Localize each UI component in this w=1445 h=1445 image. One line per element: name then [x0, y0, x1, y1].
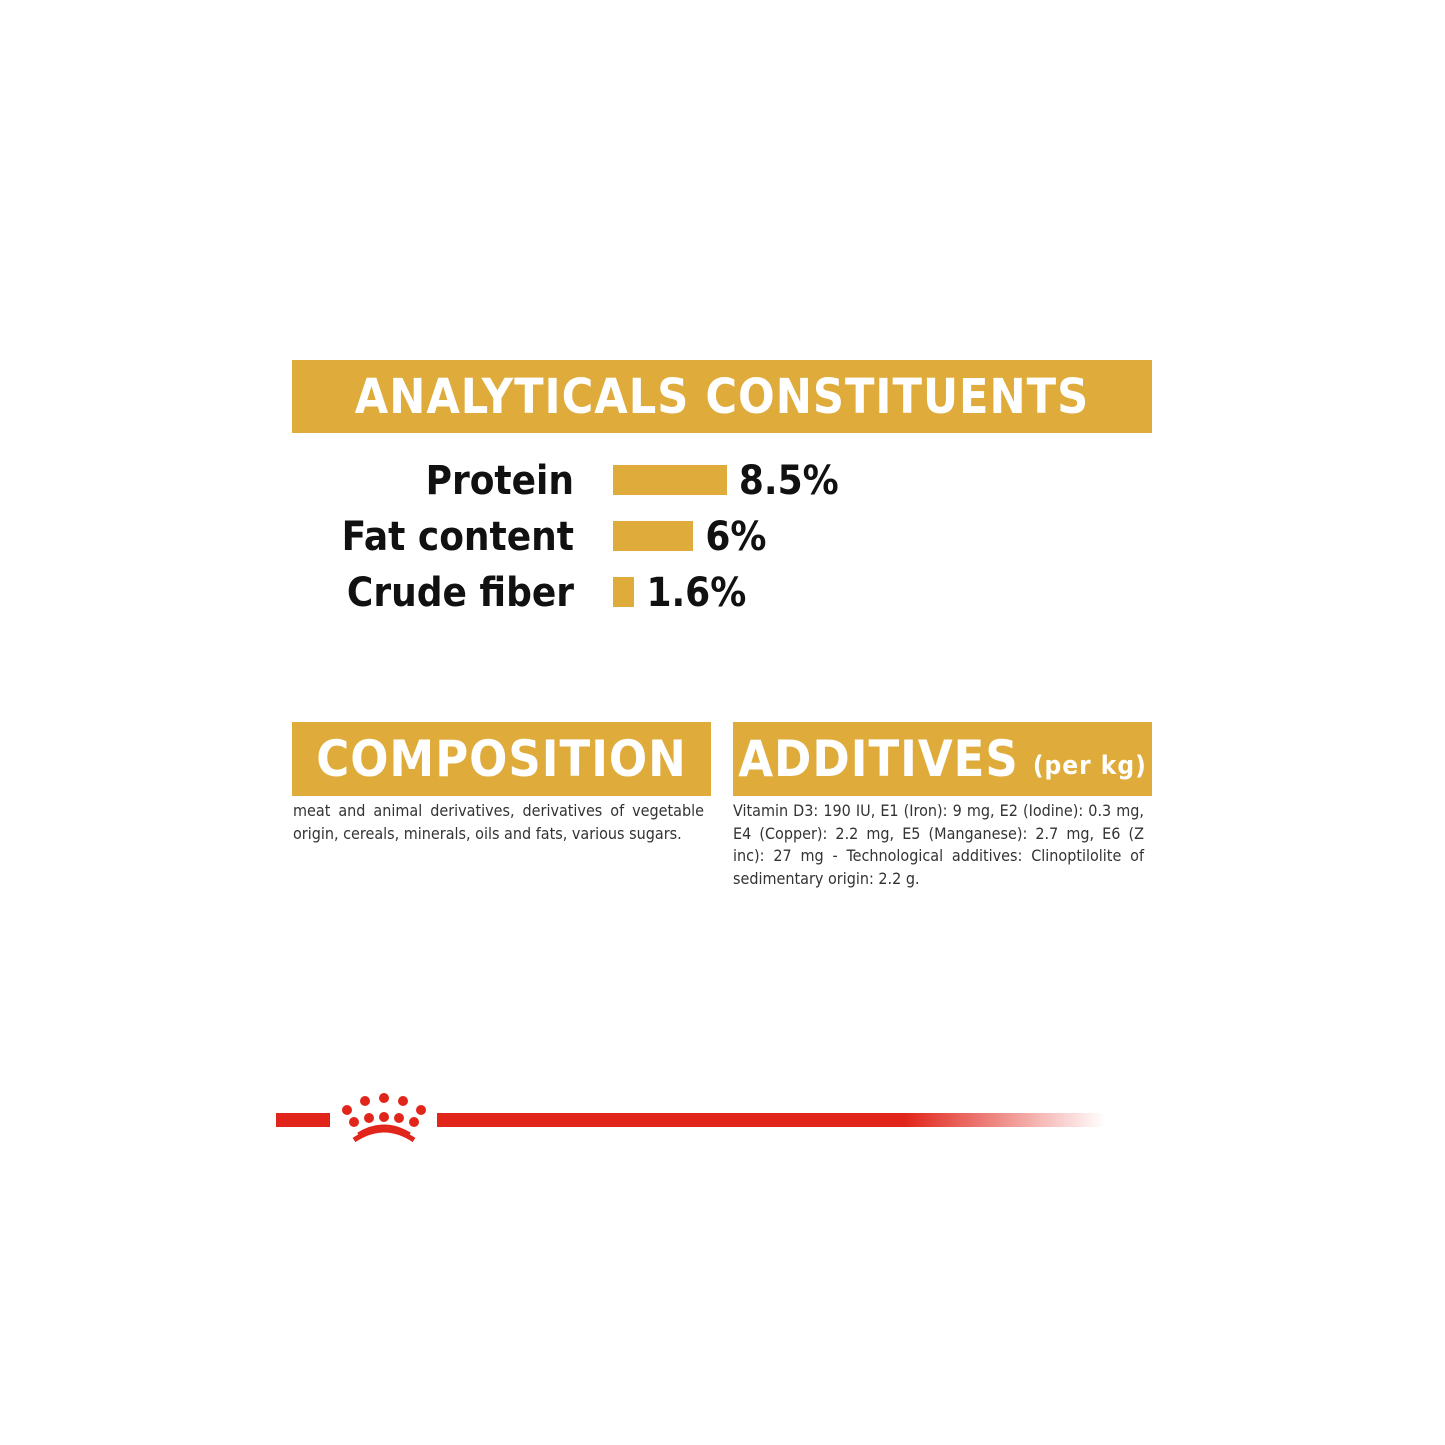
constituent-value: 8.5% [738, 458, 839, 504]
constituent-value: 6% [705, 514, 767, 560]
constituent-label: Protein [425, 458, 574, 504]
constituent-bar [613, 465, 727, 495]
brand-line-right [437, 1113, 1105, 1127]
analyticals-title: ANALYTICALS CONSTITUENTS [354, 368, 1090, 425]
constituent-row-protein: Protein 8.5% [292, 455, 992, 507]
crown-logo-icon [342, 1093, 426, 1143]
analyticals-header: ANALYTICALS CONSTITUENTS [292, 360, 1152, 433]
constituent-row-fiber: Crude fiber 1.6% [292, 567, 992, 619]
composition-title: COMPOSITION [316, 730, 687, 788]
constituent-bar [613, 577, 635, 607]
constituent-row-fat: Fat content 6% [292, 511, 992, 563]
constituent-bar [613, 521, 694, 551]
additives-subtitle: (per kg) [1032, 751, 1147, 781]
constituent-label: Crude fiber [346, 570, 574, 616]
additives-title: ADDITIVES [738, 730, 1019, 788]
additives-header: ADDITIVES (per kg) [733, 722, 1152, 796]
brand-line-left [276, 1113, 330, 1127]
composition-text: meat and animal derivatives, derivatives… [293, 801, 704, 843]
constituent-label: Fat content [341, 514, 574, 560]
additives-text: Vitamin D3: 190 IU, E1 (Iron): 9 mg, E2 … [733, 801, 1144, 888]
composition-header: COMPOSITION [292, 722, 711, 796]
constituent-value: 1.6% [646, 570, 747, 616]
